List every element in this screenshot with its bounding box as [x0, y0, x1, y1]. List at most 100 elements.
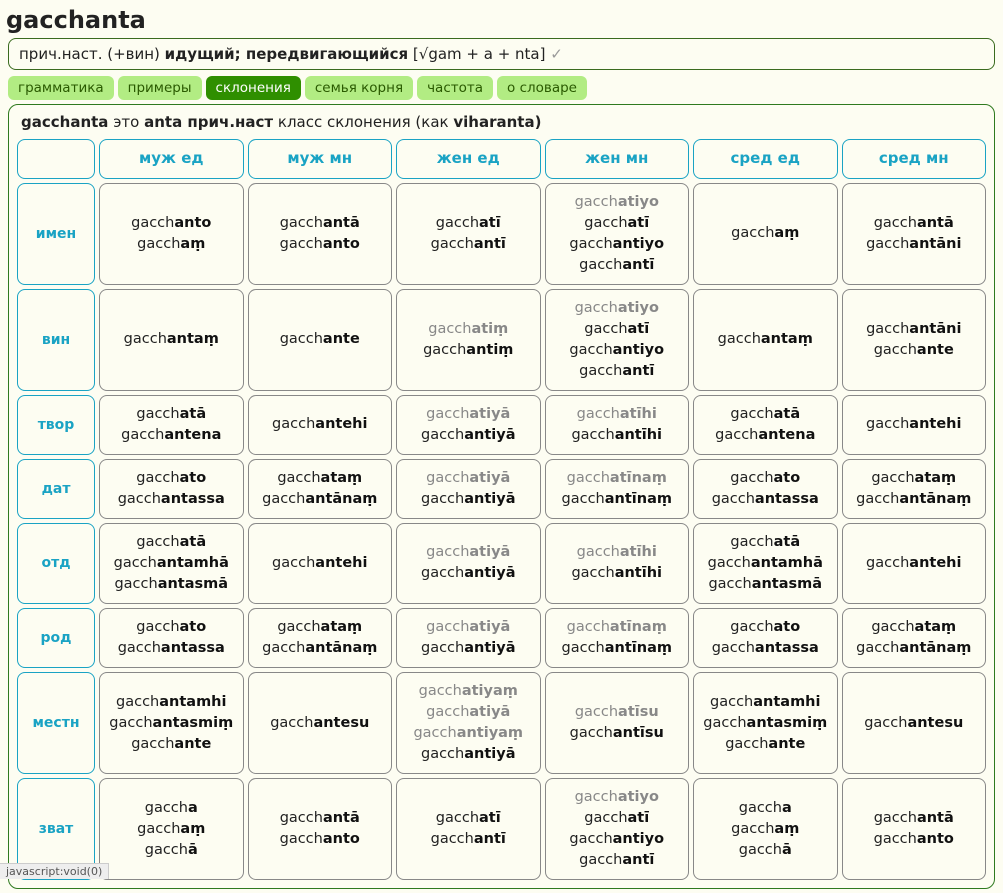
def-prefix: прич.наст. (+вин): [19, 45, 165, 63]
word-form: gacchantiyā: [421, 563, 515, 584]
declension-cell: gacchantaṃ: [99, 289, 244, 391]
word-form: gacchantena: [715, 425, 815, 446]
word-form: gacchatī: [436, 213, 501, 234]
declension-cell: gacchantāgacchantāni: [842, 183, 987, 285]
declension-cell: gacchatāgacchantena: [693, 395, 838, 455]
col-header: муж мн: [248, 139, 393, 179]
declension-cell: gacchatiyogacchatīgacchantiyogacchantī: [545, 289, 690, 391]
word-form: gacchaṃ: [137, 819, 205, 840]
declension-cell: gacchatīsugacchantīsu: [545, 672, 690, 774]
word-form: gacchantiyo: [569, 234, 664, 255]
word-form: gacchatiyaṃ: [419, 681, 518, 702]
word-form: gacchataṃ: [871, 468, 956, 489]
word-form: gacchatīnaṃ: [567, 468, 667, 489]
word-form: gacchatīhi: [577, 542, 657, 563]
word-form: gacchante: [131, 734, 211, 755]
tab-grammar[interactable]: грамматика: [8, 76, 114, 100]
panel-heading: gacchanta это anta прич.наст класс склон…: [21, 113, 986, 131]
declension-cell: gacchaṃ: [693, 183, 838, 285]
word-form: gacchantānaṃ: [856, 489, 971, 510]
word-form: gacchatī: [584, 808, 649, 829]
word-form: gacchantiyo: [569, 829, 664, 850]
tab-bar: грамматикапримерысклонениясемья корнячас…: [8, 76, 995, 100]
status-footnote: javascript:void(0): [0, 863, 109, 879]
declension-cell: gacchataṃgacchantānaṃ: [842, 608, 987, 668]
declension-cell: gacchantogacchaṃ: [99, 183, 244, 285]
word-form: gacchatiyo: [575, 298, 659, 319]
word-form: gacchantiyā: [421, 744, 515, 765]
tab-rootfamily[interactable]: семья корня: [305, 76, 413, 100]
word-form: gacchanto: [280, 829, 360, 850]
word-form: gacchataṃ: [277, 617, 362, 638]
word-form: gacchatā: [136, 404, 206, 425]
word-form: gacchantī: [579, 361, 654, 382]
col-header: жен мн: [545, 139, 690, 179]
panel-head-t1: это: [108, 113, 144, 131]
page-title: gacchanta: [6, 6, 999, 34]
declension-cell: gacchatīhigacchantīhi: [545, 395, 690, 455]
word-form: gacchantāni: [866, 319, 961, 340]
word-form: gacchatiyā: [426, 702, 510, 723]
word-form: gacchantassa: [712, 638, 819, 659]
word-form: gacchantehi: [866, 414, 961, 435]
word-form: gacchantā: [874, 213, 954, 234]
declension-cell: gacchatīgacchantī: [396, 778, 541, 880]
panel-head-t2: класс склонения (как: [273, 113, 453, 131]
word-form: gacchatā: [136, 532, 206, 553]
word-form: gacchantīhi: [571, 425, 662, 446]
word-form: gacchante: [280, 329, 360, 350]
word-form: gacchantī: [431, 234, 506, 255]
word-form: gacchantīhi: [571, 563, 662, 584]
tab-examples[interactable]: примеры: [118, 76, 202, 100]
declension-cell: gacchantāgacchanto: [248, 183, 393, 285]
col-header: сред ед: [693, 139, 838, 179]
declension-cell: gacchatiyāgacchantiyā: [396, 523, 541, 604]
word-form: gacchantīnaṃ: [562, 489, 672, 510]
declension-cell: gacchatīhigacchantīhi: [545, 523, 690, 604]
declension-cell: gacchatāgacchantamhāgacchantasmā: [693, 523, 838, 604]
tab-declension[interactable]: склонения: [206, 76, 301, 100]
definition-box: прич.наст. (+вин) идущий; передвигающийс…: [8, 38, 995, 70]
word-form: gacchantā: [280, 808, 360, 829]
word-form: gacchantamhā: [114, 553, 229, 574]
declension-cell: gacchantāgacchanto: [248, 778, 393, 880]
word-form: gacchaṃ: [137, 234, 205, 255]
word-form: gacchatī: [584, 213, 649, 234]
declension-cell: gacchatīnaṃgacchantīnaṃ: [545, 459, 690, 519]
declension-cell: gacchatogacchantassa: [693, 459, 838, 519]
word-form: gacchantesu: [864, 713, 963, 734]
word-form: gaccha: [145, 798, 198, 819]
declension-cell: gacchatiyāgacchantiyā: [396, 608, 541, 668]
row-header: отд: [17, 523, 95, 604]
declension-cell: gacchantehi: [842, 523, 987, 604]
declension-cell: gacchatiṃgacchantiṃ: [396, 289, 541, 391]
word-form: gacchato: [730, 617, 800, 638]
word-form: gacchantīsu: [570, 723, 664, 744]
row-header: твор: [17, 395, 95, 455]
word-form: gacchataṃ: [277, 468, 362, 489]
tab-frequency[interactable]: частота: [417, 76, 493, 100]
word-form: gacchantā: [874, 808, 954, 829]
col-header: жен ед: [396, 139, 541, 179]
tab-about[interactable]: о словаре: [497, 76, 587, 100]
declension-cell: gacchagacchaṃgacchā: [99, 778, 244, 880]
def-check-icon: ✓: [550, 45, 563, 63]
word-form: gacchantasmiṃ: [109, 713, 233, 734]
word-form: gacchantamhi: [710, 692, 820, 713]
word-form: gacchatiyā: [426, 468, 510, 489]
word-form: gacchatīsu: [575, 702, 659, 723]
word-form: gacchantehi: [866, 553, 961, 574]
word-form: gacchantānaṃ: [262, 638, 377, 659]
word-form: gacchante: [874, 340, 954, 361]
word-form: gacchantassa: [118, 489, 225, 510]
declension-cell: gacchatiyāgacchantiyā: [396, 395, 541, 455]
word-form: gacchantaṃ: [124, 329, 219, 350]
word-form: gacchatā: [730, 532, 800, 553]
word-form: gacchatīnaṃ: [567, 617, 667, 638]
declension-panel: gacchanta это anta прич.наст класс склон…: [8, 104, 995, 889]
declension-cell: gacchatiyogacchatīgacchantiyogacchantī: [545, 183, 690, 285]
declension-cell: gacchataṃgacchantānaṃ: [842, 459, 987, 519]
word-form: gacchaṃ: [731, 223, 799, 244]
word-form: gacchatī: [436, 808, 501, 829]
declension-cell: gacchantesu: [842, 672, 987, 774]
